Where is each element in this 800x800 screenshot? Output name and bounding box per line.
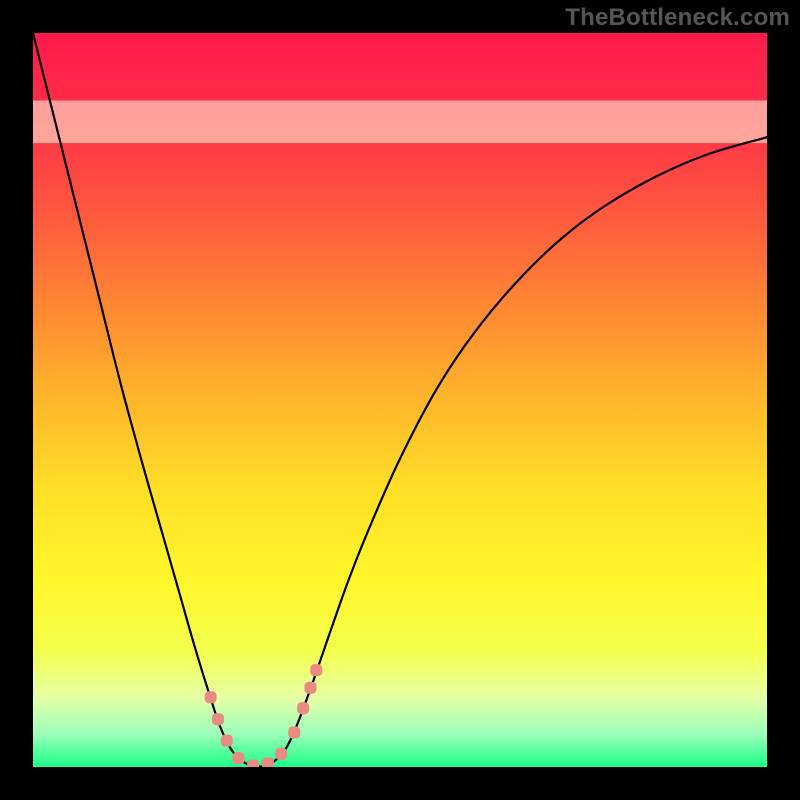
data-marker xyxy=(221,735,233,747)
data-marker xyxy=(304,682,316,694)
data-marker xyxy=(205,691,217,703)
data-marker xyxy=(262,757,274,767)
data-marker xyxy=(297,702,309,714)
data-marker xyxy=(212,713,224,725)
image-frame: TheBottleneck.com xyxy=(0,0,800,800)
data-marker xyxy=(247,760,259,767)
highlight-stripes xyxy=(33,101,767,144)
data-marker xyxy=(310,664,322,676)
data-marker xyxy=(275,748,287,760)
data-marker xyxy=(288,727,300,739)
data-marker xyxy=(233,752,245,764)
watermark-text: TheBottleneck.com xyxy=(565,4,790,32)
gradient-background xyxy=(33,33,767,767)
plot-area xyxy=(33,33,767,767)
chart-svg xyxy=(33,33,767,767)
